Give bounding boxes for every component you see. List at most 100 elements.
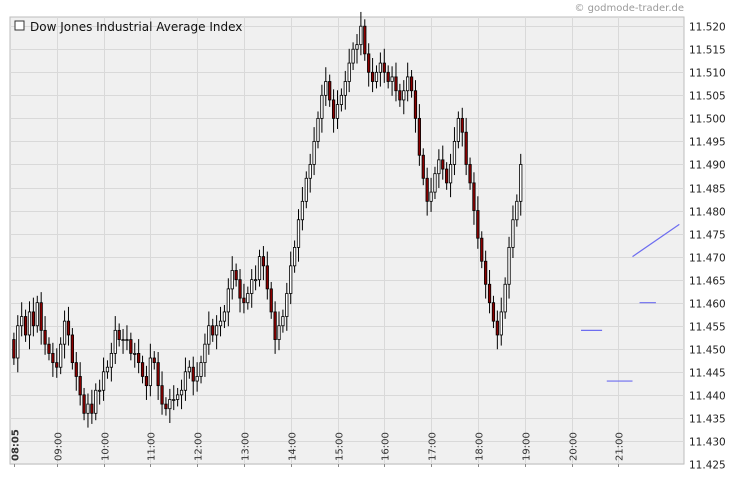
candle-body <box>129 339 133 354</box>
candle <box>12 332 16 365</box>
candle <box>386 65 390 89</box>
candle <box>468 157 472 190</box>
candle <box>125 325 129 351</box>
candle <box>499 297 503 346</box>
candle <box>27 301 32 350</box>
candle <box>300 187 305 231</box>
candle <box>152 351 156 370</box>
candle <box>507 236 511 299</box>
candle-body <box>66 320 71 336</box>
candle-body <box>179 389 184 396</box>
annotations <box>581 223 680 382</box>
candle-body <box>503 283 507 313</box>
candle <box>519 153 523 216</box>
candle-body <box>215 325 219 336</box>
candle <box>117 323 121 347</box>
y-tick-label: 11.450 <box>689 345 726 357</box>
candle <box>39 292 43 345</box>
x-tick-label: 08:05 <box>11 429 22 461</box>
candle-body <box>308 164 312 179</box>
candle-body <box>406 76 410 92</box>
candle-body <box>98 389 102 392</box>
candle-body <box>390 76 394 82</box>
candle-body <box>452 141 457 165</box>
candle-body <box>55 362 59 368</box>
candle <box>308 153 312 193</box>
candle-body <box>59 343 63 368</box>
candle <box>448 153 453 198</box>
y-tick-label: 11.485 <box>689 184 726 196</box>
candle-body <box>234 270 238 281</box>
candle <box>20 302 24 337</box>
candle-body <box>421 154 425 179</box>
candle <box>316 111 320 149</box>
trendline <box>632 223 680 258</box>
y-tick-label: 11.520 <box>689 22 726 34</box>
candle-body <box>277 325 281 340</box>
y-tick-label: 11.430 <box>689 437 726 449</box>
candle-body <box>257 256 262 281</box>
candle-body <box>43 329 47 345</box>
candle-body <box>328 81 332 101</box>
y-tick-label: 11.460 <box>689 299 726 311</box>
candle <box>94 383 98 421</box>
candle <box>234 263 238 287</box>
candle <box>156 352 160 400</box>
candle <box>203 333 207 377</box>
candle <box>394 62 398 102</box>
plot-area <box>9 16 685 465</box>
candle-body <box>133 353 137 355</box>
candle-body <box>296 219 301 248</box>
candle-body <box>144 376 149 387</box>
candle <box>289 251 293 305</box>
candle-body <box>370 71 375 82</box>
candle <box>199 355 203 384</box>
candle <box>503 277 507 319</box>
candle <box>359 11 363 56</box>
candle <box>74 352 78 391</box>
candle <box>246 286 250 310</box>
candle <box>472 172 476 225</box>
candle-body <box>300 200 305 221</box>
candle-body <box>429 191 433 202</box>
candle-body <box>23 316 28 336</box>
candle-body <box>402 90 406 101</box>
candle-body <box>246 293 250 304</box>
candle <box>515 194 519 227</box>
candle <box>413 80 418 133</box>
candle-body <box>320 94 324 119</box>
candle <box>62 310 67 359</box>
candle-body <box>289 265 293 294</box>
candle-body <box>238 279 242 299</box>
candle-body <box>117 329 121 340</box>
candle-body <box>316 117 320 142</box>
candle <box>382 48 386 83</box>
candle-body <box>445 168 449 184</box>
candle <box>441 145 445 180</box>
candle <box>23 309 28 342</box>
y-tick-label: 11.445 <box>689 368 726 380</box>
candle-body <box>113 329 117 354</box>
candle <box>484 250 488 299</box>
candle <box>378 52 382 87</box>
candle <box>43 316 47 355</box>
candle-body <box>172 399 176 401</box>
candle-body <box>140 362 145 377</box>
candle <box>491 295 496 329</box>
candle <box>195 362 199 392</box>
x-tick-label: 19:00 <box>522 432 533 461</box>
candle <box>140 355 145 384</box>
candle <box>215 315 219 350</box>
y-tick-label: 11.435 <box>689 414 726 426</box>
candle-body <box>82 394 86 414</box>
candle <box>452 127 457 176</box>
candle-body <box>519 164 523 202</box>
candle-body <box>331 99 336 119</box>
candle <box>261 246 266 281</box>
y-axis: 11.520 11.515 11.510 11.505 11.500 11.495 11.4… <box>689 22 726 472</box>
candle <box>78 362 82 406</box>
candle <box>51 342 55 377</box>
legend-label: Dow Jones Industrial Average Index <box>30 20 242 34</box>
candle-body <box>101 371 106 391</box>
candle-body <box>363 25 367 55</box>
